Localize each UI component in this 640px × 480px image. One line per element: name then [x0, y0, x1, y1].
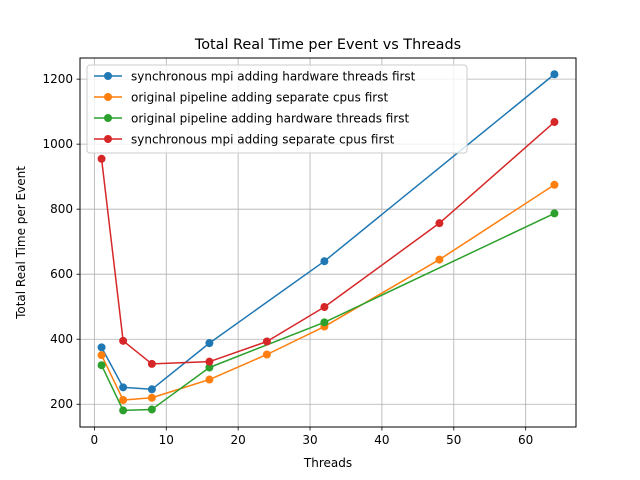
- legend-marker-swatch: [104, 135, 112, 143]
- data-point: [550, 118, 559, 127]
- y-tick-label: 200: [50, 397, 73, 411]
- tick-layer: 0 10 20 30 40 50 60 200 400 600 800 1000 1200: [42, 72, 533, 447]
- series-line: [100, 184, 555, 401]
- data-point: [320, 303, 329, 312]
- legend-label: synchronous mpi adding separate cpus fir…: [131, 133, 395, 147]
- y-axis-title: Total Real Time per Event: [14, 166, 28, 320]
- x-axis-title: Threads: [303, 456, 352, 470]
- data-point: [205, 357, 214, 366]
- x-tick-label: 30: [302, 433, 317, 447]
- data-point: [147, 405, 156, 414]
- data-point: [119, 383, 128, 392]
- y-tick-label: 600: [50, 267, 73, 281]
- y-tick-label: 1200: [42, 72, 73, 86]
- x-tick-label: 10: [159, 433, 174, 447]
- series-4: [97, 118, 559, 368]
- legend-item: synchronous mpi adding separate cpus fir…: [94, 133, 395, 147]
- data-point: [97, 351, 106, 360]
- series-2: [97, 180, 559, 405]
- y-tick-label: 400: [50, 332, 73, 346]
- data-point: [119, 336, 128, 345]
- data-point: [97, 154, 106, 163]
- data-point: [205, 339, 214, 348]
- legend-label: original pipeline adding hardware thread…: [131, 112, 410, 126]
- series-line: [100, 212, 555, 412]
- data-point: [119, 406, 128, 415]
- data-point: [550, 209, 559, 218]
- data-point: [320, 257, 329, 266]
- series-line: [100, 121, 555, 365]
- legend-box: [86, 64, 468, 154]
- series-1: [97, 70, 559, 394]
- series-line: [100, 73, 555, 391]
- legend-marker-swatch: [104, 72, 112, 80]
- data-point: [435, 219, 444, 228]
- legend-item: original pipeline adding hardware thread…: [94, 112, 410, 126]
- data-point: [550, 70, 559, 79]
- data-point: [320, 318, 329, 327]
- x-tick-label: 60: [518, 433, 533, 447]
- data-point: [262, 337, 271, 346]
- data-point: [262, 350, 271, 359]
- plot-frame: [79, 57, 577, 428]
- x-tick-label: 50: [446, 433, 461, 447]
- chart-title: Total Real Time per Event vs Threads: [194, 37, 461, 53]
- data-point: [205, 363, 214, 372]
- y-tick-label: 800: [50, 202, 73, 216]
- data-point: [550, 180, 559, 189]
- x-tick-label: 0: [91, 433, 99, 447]
- data-point: [205, 375, 214, 384]
- data-point: [435, 255, 444, 264]
- data-point: [119, 396, 128, 405]
- legend: synchronous mpi adding hardware threads …: [86, 64, 468, 154]
- legend-item: synchronous mpi adding hardware threads …: [94, 70, 416, 84]
- legend-label: original pipeline adding separate cpus f…: [131, 91, 388, 105]
- x-tick-label: 40: [374, 433, 389, 447]
- y-tick-label: 1000: [42, 137, 73, 151]
- series-3: [97, 209, 559, 415]
- legend-item: original pipeline adding separate cpus f…: [94, 91, 388, 105]
- data-point: [147, 359, 156, 368]
- legend-marker-swatch: [104, 93, 112, 101]
- legend-label: synchronous mpi adding hardware threads …: [131, 70, 416, 84]
- data-point: [147, 393, 156, 402]
- legend-marker-swatch: [104, 114, 112, 122]
- data-point: [97, 343, 106, 352]
- x-tick-label: 20: [231, 433, 246, 447]
- data-point: [97, 361, 106, 370]
- series-layer: [97, 70, 559, 415]
- data-point: [147, 385, 156, 394]
